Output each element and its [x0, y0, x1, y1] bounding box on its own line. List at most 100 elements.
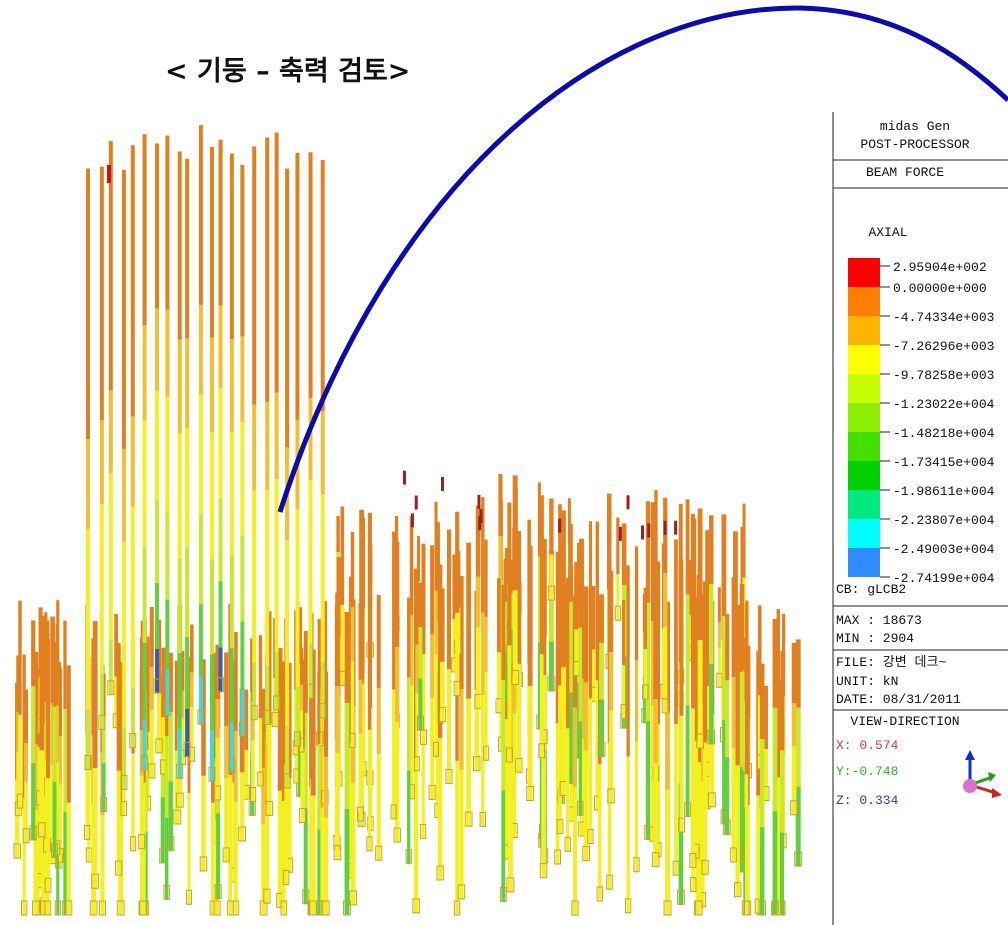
column-segment — [309, 480, 313, 644]
column-segment — [165, 513, 169, 601]
column-segment — [644, 649, 647, 699]
column-segment — [240, 690, 244, 736]
column-segment — [285, 169, 289, 448]
column-segment — [295, 687, 299, 747]
column-segment — [740, 591, 743, 673]
column-segment — [300, 685, 303, 711]
column-segment — [199, 125, 203, 305]
column-segment — [584, 586, 589, 682]
column-segment — [122, 727, 126, 789]
column-segment — [430, 545, 434, 634]
column-segment — [31, 620, 35, 686]
page-title: < 기둥 – 축력 검토> — [165, 56, 410, 87]
scale-swatch — [848, 258, 880, 287]
column-segment — [736, 765, 740, 897]
column-segment — [760, 739, 764, 827]
column-segment — [341, 605, 345, 686]
column-segment — [100, 420, 104, 505]
column — [446, 529, 452, 783]
short-member — [441, 477, 444, 491]
column-segment — [718, 587, 721, 623]
column-segment — [508, 759, 513, 892]
column-segment — [663, 498, 667, 574]
column-segment — [498, 536, 502, 581]
column-segment — [792, 746, 797, 815]
column-segment — [773, 811, 778, 915]
column-segment — [224, 726, 228, 779]
column-segment — [240, 336, 244, 422]
column-segment — [481, 695, 484, 827]
column-segment — [252, 662, 256, 720]
column-segment — [321, 662, 325, 718]
column-segment — [415, 645, 418, 694]
column-segment — [122, 542, 126, 728]
column — [527, 546, 534, 801]
column-segment — [722, 616, 725, 720]
short-member — [664, 521, 667, 535]
column-segment — [117, 643, 121, 771]
column-segment — [447, 529, 451, 669]
column-segment — [240, 536, 244, 622]
column-segment — [178, 152, 182, 341]
column — [130, 145, 136, 748]
column-segment — [53, 642, 57, 707]
column — [791, 643, 798, 815]
column-segment — [122, 170, 126, 449]
column-segment — [796, 639, 801, 707]
column-segment — [358, 603, 362, 680]
column-segment — [216, 813, 220, 899]
column-segment — [561, 510, 566, 667]
column-segment — [574, 629, 578, 676]
column-segment — [497, 578, 501, 652]
column-segment — [321, 411, 325, 495]
column-segment — [131, 687, 135, 748]
column-segment — [309, 152, 313, 398]
column-segment — [143, 325, 147, 421]
column-segment — [59, 736, 62, 785]
short-member — [619, 527, 622, 541]
column-segment — [240, 165, 244, 337]
column-segment — [745, 774, 748, 915]
column-segment — [93, 768, 98, 889]
column-segment — [589, 521, 592, 699]
view-z: Z: 0.334 — [836, 793, 899, 808]
view-direction-title: VIEW-DIRECTION — [850, 714, 959, 729]
scale-label: -1.23022e+004 — [893, 397, 995, 412]
column-segment — [341, 506, 345, 605]
column-segment — [358, 680, 362, 735]
column-segment — [368, 582, 371, 730]
column-segment — [665, 711, 670, 790]
column-segment — [321, 495, 325, 663]
column-segment — [100, 815, 104, 915]
scale-swatch — [848, 519, 880, 548]
column-segment — [317, 830, 320, 916]
scale-label: -1.73415e+004 — [893, 455, 995, 470]
column-segment — [549, 498, 553, 554]
column-segment — [63, 621, 66, 710]
column-segment — [230, 153, 234, 339]
file-name: FILE: 강변 데크~ — [836, 655, 946, 670]
peak-marker — [107, 165, 111, 183]
column-segment — [566, 728, 569, 852]
column-segment — [760, 664, 764, 740]
column — [108, 141, 114, 695]
column-segment — [190, 624, 194, 672]
column-segment — [215, 738, 219, 801]
scale-swatch — [848, 432, 880, 461]
column-segment — [131, 416, 135, 507]
column — [344, 612, 351, 916]
column-segment — [230, 339, 234, 432]
column-segment — [109, 473, 113, 640]
column — [512, 475, 519, 685]
column-segment — [418, 627, 422, 679]
screenshot: < 기둥 – 축력 검토> midas Gen POST-PROCESSOR B… — [0, 0, 1008, 925]
column-segment — [199, 514, 203, 604]
column-segment — [646, 721, 650, 840]
column-segment — [663, 627, 667, 714]
column-segment — [109, 639, 113, 695]
column-segment — [150, 710, 154, 779]
column-segment — [686, 594, 690, 706]
column-segment — [497, 652, 501, 713]
column-segment — [150, 667, 154, 710]
scale-label: -7.26296e+003 — [893, 339, 994, 354]
